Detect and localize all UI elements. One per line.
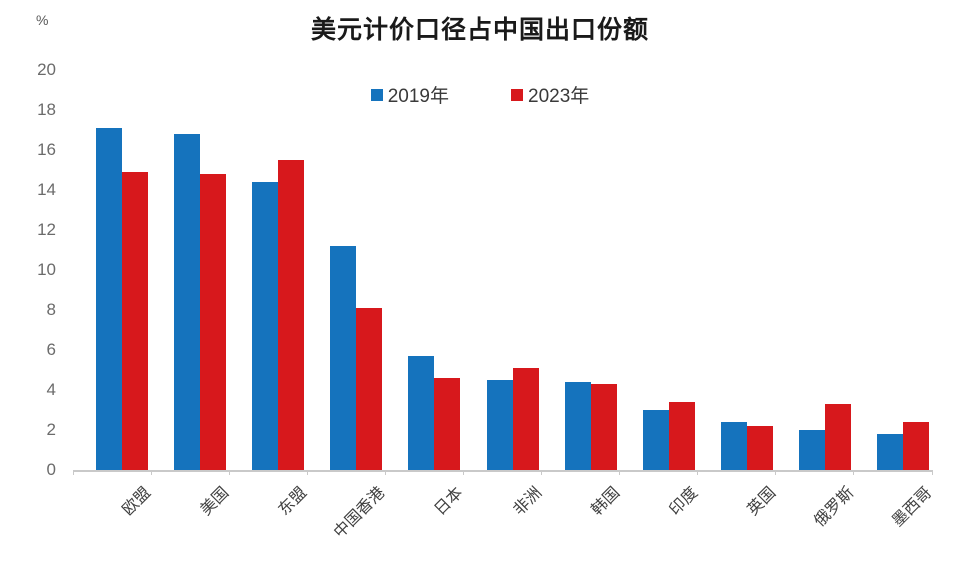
bar-2023年-俄罗斯 [824, 404, 851, 470]
bar-group: 墨西哥 [854, 70, 935, 530]
y-axis-tick-label: 0 [46, 460, 56, 479]
bar-2023年-墨西哥 [902, 422, 929, 470]
x-axis-label: 印度 [666, 484, 701, 519]
x-axis-tick [931, 470, 933, 475]
x-axis-tick [853, 470, 855, 475]
x-axis-label: 俄罗斯 [811, 484, 858, 531]
legend-swatch-2019-icon [370, 88, 383, 101]
bar-group: 美国 [151, 70, 232, 519]
x-axis-label: 东盟 [275, 484, 311, 519]
bar-2019年-英国 [720, 422, 747, 470]
bar-2019年-非洲 [486, 380, 513, 470]
bar-group: 非洲 [463, 70, 545, 519]
bar-2023年-英国 [746, 426, 773, 470]
bar-2023年-韩国 [590, 384, 617, 470]
y-axis-tick-label: 16 [37, 140, 56, 159]
legend-swatch-2023-icon [511, 88, 523, 101]
legend-label-2019: 2019年 [387, 86, 449, 107]
x-axis-tick [228, 470, 230, 475]
x-axis-tick [306, 470, 308, 475]
y-axis-tick-label: 20 [37, 60, 56, 79]
bar-2019年-韩国 [564, 382, 591, 470]
x-axis-label: 欧盟 [119, 484, 155, 519]
chart-title: 美元计价口径占中国出口份额 [310, 15, 649, 44]
x-axis-label: 美国 [197, 484, 233, 519]
x-axis-tick [697, 470, 699, 475]
legend-label-2023: 2023年 [528, 86, 590, 107]
bar-2023年-东盟 [278, 160, 305, 470]
bar-group: 中国香港 [307, 70, 389, 542]
bar-2019年-印度 [642, 410, 669, 470]
bar-group: 东盟 [229, 70, 310, 519]
x-axis-label: 墨西哥 [889, 484, 936, 531]
x-axis-label: 英国 [744, 484, 780, 519]
x-axis-tick [72, 470, 74, 475]
y-axis-tick-label: 6 [46, 340, 56, 359]
legend-item-2019: 2019年 [370, 81, 449, 108]
bar-2019年-欧盟 [96, 128, 123, 470]
y-axis-tick-label: 18 [37, 100, 56, 119]
bar-2023年-中国香港 [356, 308, 383, 470]
y-axis: 0 2 4 6 8 10 12 14 16 18 20 [0, 60, 58, 479]
bar-group: 俄罗斯 [776, 70, 857, 530]
x-axis-tick [384, 470, 386, 475]
x-axis-label: 中国香港 [331, 484, 389, 542]
x-axis-tick [775, 470, 777, 475]
bar-2023年-欧盟 [122, 172, 149, 470]
bar-2019年-中国香港 [330, 246, 357, 470]
x-axis-label: 日本 [432, 484, 467, 519]
bar-2019年-俄罗斯 [798, 430, 825, 470]
bar-2019年-墨西哥 [876, 434, 903, 470]
x-axis-label: 韩国 [588, 484, 623, 519]
bar-2019年-日本 [408, 356, 435, 470]
y-axis-tick-label: 12 [37, 220, 56, 239]
bar-group: 英国 [698, 70, 779, 519]
bar-2023年-非洲 [512, 368, 539, 470]
x-axis-tick [541, 470, 543, 475]
bar-group: 印度 [620, 70, 701, 519]
bar-group: 韩国 [542, 70, 623, 519]
bar-2023年-日本 [434, 378, 461, 470]
x-axis-tick [462, 470, 464, 475]
x-axis-label: 非洲 [510, 484, 545, 519]
legend: 2019年 2023年 [0, 81, 960, 108]
legend-item-2023: 2023年 [511, 81, 589, 108]
y-axis-tick-label: 14 [37, 180, 56, 199]
bar-group: 日本 [385, 70, 467, 519]
plot-area: 欧盟 美国 东盟 中国香港 日本 非洲 韩国 印度 英国 俄罗斯 墨西哥 [72, 70, 935, 542]
y-axis-unit-label: % [36, 12, 49, 28]
bar-2019年-东盟 [252, 182, 279, 470]
bar-2023年-美国 [200, 174, 227, 470]
x-axis-tick [619, 470, 621, 475]
y-axis-tick-label: 4 [46, 380, 56, 399]
y-axis-tick-label: 8 [46, 300, 56, 319]
x-axis-tick [150, 470, 152, 475]
y-axis-tick-label: 10 [37, 260, 56, 279]
bar-2019年-美国 [174, 134, 201, 470]
bar-group: 欧盟 [73, 70, 154, 519]
y-axis-tick-label: 2 [46, 420, 56, 439]
bar-2023年-印度 [668, 402, 695, 470]
